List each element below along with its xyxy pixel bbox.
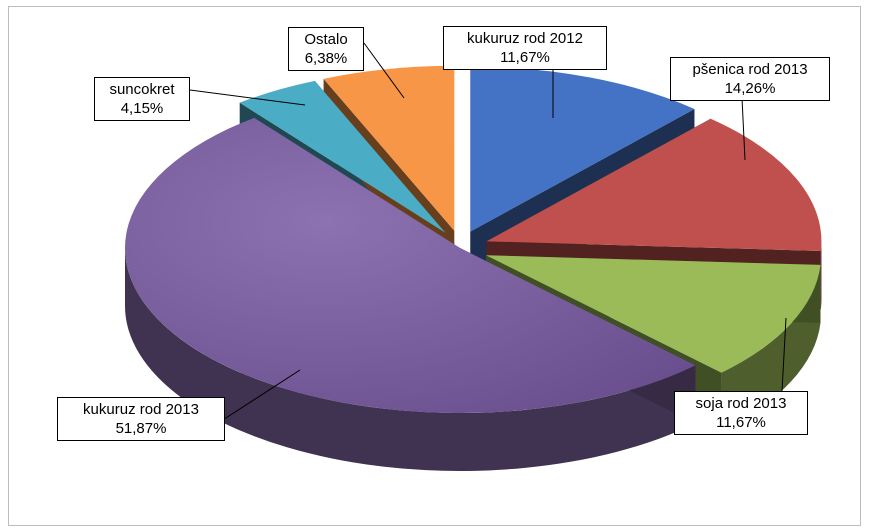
slice-percent: 11,67% [500,49,550,66]
slice-name: suncokret [109,81,175,98]
slice-kukuruz-rod-2013 [125,117,696,413]
slice-side-soja-rod-2013 [721,264,821,431]
slice-percent: 51,87% [115,420,167,437]
slice-percent: 4,15% [120,100,164,117]
slice-name: kukuruz rod 2012 [467,30,583,47]
leader-line-kukuruz-rod-2013 [214,369,301,426]
slice-name: kukuruz rod 2013 [83,401,199,418]
slice-ps-enica-rod-2013 [486,118,822,251]
slice-percent: 14,26% [724,80,776,97]
slice-label-psenica-2013: pšenica rod 2013 14,26% [670,57,830,101]
slice-name: pšenica rod 2013 [692,61,808,78]
slice-label-suncokret: suncokret 4,15% [94,77,190,121]
leader-line-soja-rod-2013 [781,317,787,392]
slice-label-kukuruz-2012: kukuruz rod 2012 11,67% [443,26,607,70]
slice-side-kukuruz-rod-2013 [125,248,696,472]
slice-percent: 11,67% [716,414,766,431]
slice-soja-rod-2013 [486,255,821,373]
slice-side-ps-enica-rod-2013 [820,241,822,309]
slice-name: soja rod 2013 [695,395,787,412]
leader-line-suncokret [189,89,306,106]
slice-label-kukuruz-2013: kukuruz rod 2013 51,87% [57,397,225,441]
slice-kukuruz-rod-2012 [470,66,695,232]
slice-percent: 6,38% [304,50,348,67]
slice-ostalo [323,65,455,231]
leader-line-ps-enica-rod-2013 [741,97,746,161]
slice-name: Ostalo [304,31,348,48]
slice-label-soja-2013: soja rod 2013 11,67% [674,391,808,435]
slice-label-ostalo: Ostalo 6,38% [288,27,364,71]
slice-suncokret [239,80,446,233]
leader-line-ostalo [363,42,405,99]
